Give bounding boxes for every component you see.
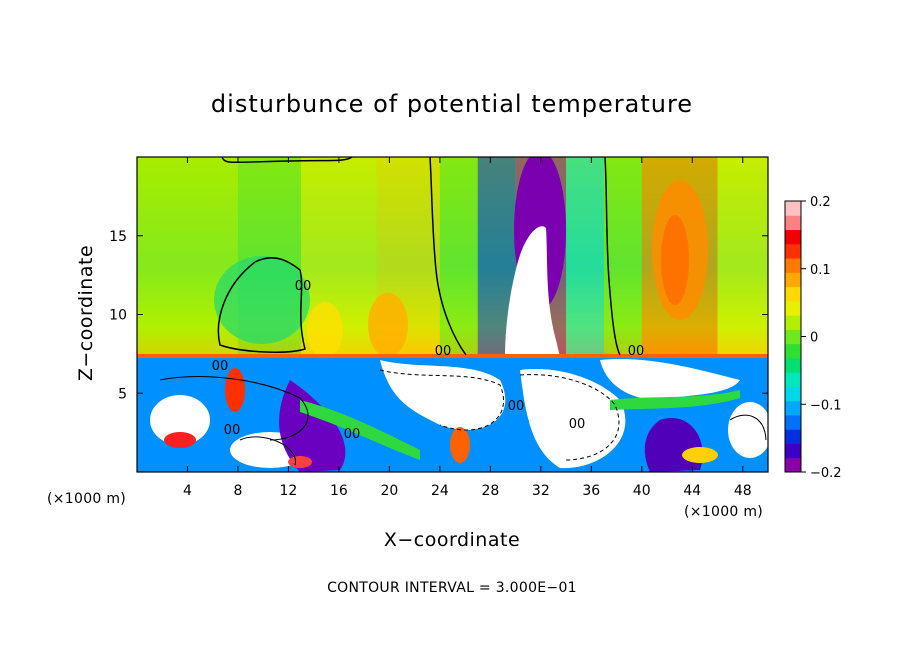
x-tick-label: 40 [633, 483, 651, 499]
colorbar-swatch [785, 300, 801, 316]
contour-line-north [221, 157, 353, 164]
colorbar-swatch [785, 386, 801, 402]
x-tick-label: 48 [734, 483, 752, 499]
colorbar-swatch [785, 414, 801, 430]
colorbar-swatch [785, 286, 801, 302]
colorbar-swatch [785, 258, 801, 273]
x-tick-label: 44 [683, 483, 701, 499]
contour-label: 00 [569, 417, 586, 432]
colorbar-swatch [785, 215, 801, 231]
colorbar-swatch [785, 229, 801, 245]
colorbar-swatch [785, 429, 801, 444]
green-pool-west [214, 256, 310, 344]
field-band-10 [717, 157, 768, 358]
plot-area [137, 157, 768, 472]
colorbar-tick-label: 0.2 [810, 195, 831, 210]
contour-label: 00 [224, 423, 241, 438]
warm-ridge-19 [368, 293, 408, 357]
colorbar-swatch [785, 357, 801, 373]
lower-yellow-spot [682, 447, 718, 463]
lower-white-3 [600, 359, 740, 400]
warm-ridge-14 [307, 302, 343, 358]
contour-label: 00 [295, 279, 312, 294]
contour-label: 00 [628, 344, 645, 359]
contour-line-lower-3 [159, 376, 309, 441]
colorbar-swatch [785, 315, 801, 330]
y-tick-label: 5 [118, 386, 127, 402]
y-axis-ticks: 5 10 15 [109, 229, 768, 402]
contour-line-x24 [429, 157, 467, 356]
x-tick-label: 16 [330, 483, 348, 499]
y-tick-label: 10 [109, 308, 127, 324]
contour-line-lower-1 [379, 369, 505, 431]
lower-green-streak [300, 400, 420, 460]
contour-label: 00 [435, 344, 452, 359]
colorbar-swatch [785, 457, 801, 473]
field-band-7 [566, 157, 604, 358]
lower-white-5 [150, 395, 210, 445]
lower-green-streak-2 [610, 390, 740, 410]
x-unit-label-right: (×1000 m) [684, 504, 763, 520]
contour-line-west-pool [217, 257, 306, 353]
warm-anomaly-east-core [661, 215, 689, 305]
y-tick-label: 15 [109, 229, 127, 245]
chart-title: disturbunce of potential temperature [211, 90, 693, 118]
contour-interval-footer: CONTOUR INTERVAL = 3.000E−01 [327, 580, 577, 596]
contour-label: 00 [212, 359, 229, 374]
contour-line-lower-2 [519, 374, 620, 461]
field-band-8 [603, 157, 642, 358]
lower-red-spot-3 [450, 427, 470, 463]
contour-label: 00 [508, 399, 525, 414]
interface-orange-line [137, 354, 768, 358]
colorbar-swatch [785, 443, 801, 459]
x-tick-label: 8 [233, 483, 242, 499]
x-tick-label: 32 [532, 483, 550, 499]
x-tick-label: 12 [280, 483, 298, 499]
colorbar-tick-labels: 0.2 0.1 0 −0.1 −0.2 [801, 195, 842, 481]
colorbar-tick-label: 0 [810, 331, 818, 346]
lower-red-spot-2 [288, 456, 312, 468]
lower-purple [279, 380, 346, 472]
x-tick-label: 20 [380, 483, 398, 499]
x-tick-label: 36 [582, 483, 600, 499]
lower-white-6 [728, 402, 768, 458]
contour-label: 00 [344, 427, 361, 442]
colorbar-swatch [785, 243, 801, 259]
contour-line-lower-5 [729, 414, 767, 441]
colorbar-swatch [785, 372, 801, 387]
field-band-4 [439, 157, 478, 358]
white-plume [505, 226, 560, 357]
x-axis-label: X−coordinate [384, 529, 520, 551]
x-tick-label: 24 [431, 483, 449, 499]
colorbar-tick-label: −0.2 [810, 466, 842, 481]
colorbar-swatch [785, 343, 801, 359]
lower-red-spot-1 [225, 368, 245, 412]
lower-red-spot-4 [164, 432, 196, 448]
colorbar-tick-label: 0.1 [810, 263, 831, 278]
lower-white-2 [520, 369, 626, 469]
contour-line-x37 [604, 157, 621, 356]
colorbar [784, 200, 802, 473]
field-band-0 [137, 157, 238, 358]
colorbar-swatch [785, 272, 801, 288]
contour-line-lower-4 [239, 436, 296, 466]
x-unit-label-left: (×1000 m) [47, 491, 126, 507]
colorbar-swatch [785, 201, 801, 216]
y-axis-label: Z−coordinate [75, 245, 97, 381]
colorbar-swatch [785, 329, 801, 345]
x-axis-ticks: 4 8 12 16 20 24 28 32 36 40 44 48 [183, 157, 752, 499]
colorbar-swatch [785, 400, 801, 416]
x-tick-label: 4 [183, 483, 192, 499]
contour-labels: 00 00 00 00 00 00 00 00 [212, 279, 645, 442]
colorbar-tick-label: −0.1 [810, 398, 842, 413]
x-tick-label: 28 [481, 483, 499, 499]
